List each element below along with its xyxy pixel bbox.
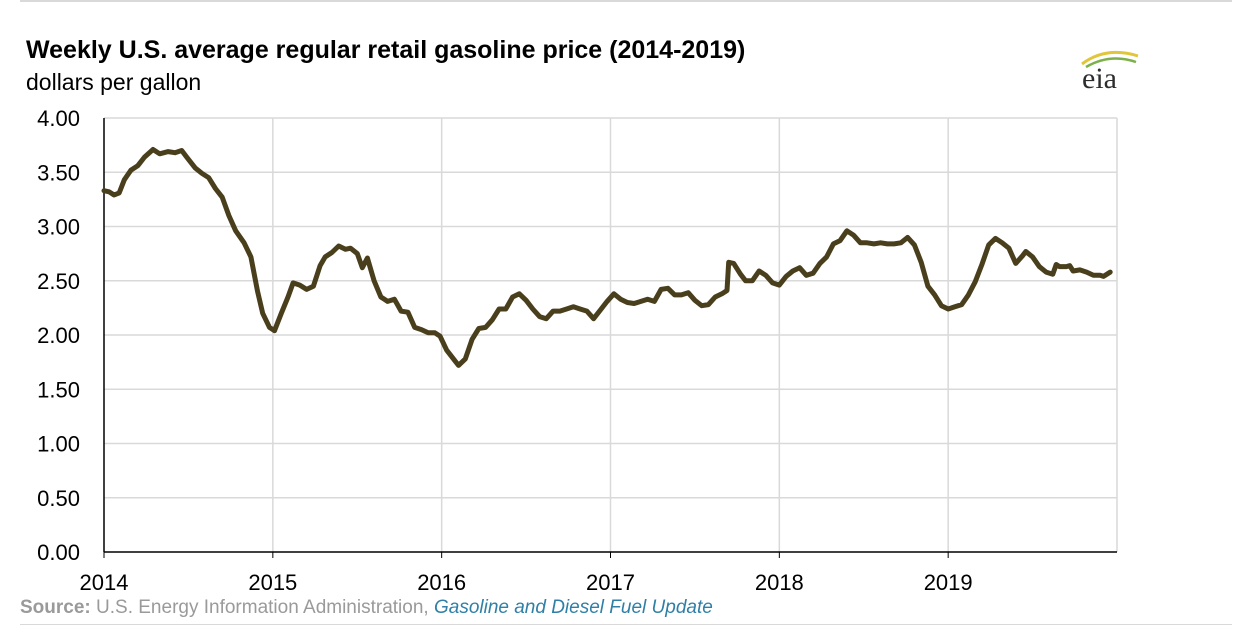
y-tick-label: 0.00 bbox=[37, 540, 80, 565]
y-tick-label: 2.00 bbox=[37, 323, 80, 348]
source-note: Source: U.S. Energy Information Administ… bbox=[20, 597, 713, 619]
source-link[interactable]: Gasoline and Diesel Fuel Update bbox=[433, 597, 713, 618]
eia-logo-icon: eia bbox=[1081, 50, 1139, 94]
x-tick-label: 2019 bbox=[924, 570, 973, 595]
source-text: U.S. Energy Information Administration, bbox=[96, 597, 429, 618]
eia-logo-swoosh-yellow bbox=[1081, 50, 1139, 66]
y-tick-label: 1.00 bbox=[37, 432, 80, 457]
x-tick-label: 2016 bbox=[417, 570, 466, 595]
bottom-rule bbox=[20, 624, 1232, 625]
y-tick-label: 3.00 bbox=[37, 215, 80, 240]
chart-title: Weekly U.S. average regular retail gasol… bbox=[26, 36, 746, 64]
y-tick-label: 0.50 bbox=[37, 486, 80, 511]
source-label: Source: bbox=[20, 597, 91, 618]
gridlines bbox=[104, 117, 1118, 552]
series-line-gasoline-price bbox=[101, 147, 1113, 368]
top-rule bbox=[20, 0, 1232, 2]
eia-logo-text: eia bbox=[1082, 62, 1117, 94]
x-tick-label: 2018 bbox=[755, 570, 804, 595]
series-layer bbox=[101, 147, 1113, 368]
x-tick-label: 2014 bbox=[80, 570, 129, 595]
y-tick-label: 4.00 bbox=[37, 106, 80, 131]
y-tick-label: 3.50 bbox=[37, 160, 80, 185]
y-tick-label: 1.50 bbox=[37, 377, 80, 402]
chart-subtitle: dollars per gallon bbox=[26, 69, 202, 95]
y-tick-label: 2.50 bbox=[37, 269, 80, 294]
x-tick-label: 2015 bbox=[248, 570, 297, 595]
eia-logo-swoosh-green bbox=[1085, 57, 1137, 69]
x-tick-label: 2017 bbox=[586, 570, 635, 595]
tick-labels: 0.00 0.50 1.00 1.50 2.00 2.50 3.00 3.50 4.00 2014… bbox=[37, 106, 972, 595]
